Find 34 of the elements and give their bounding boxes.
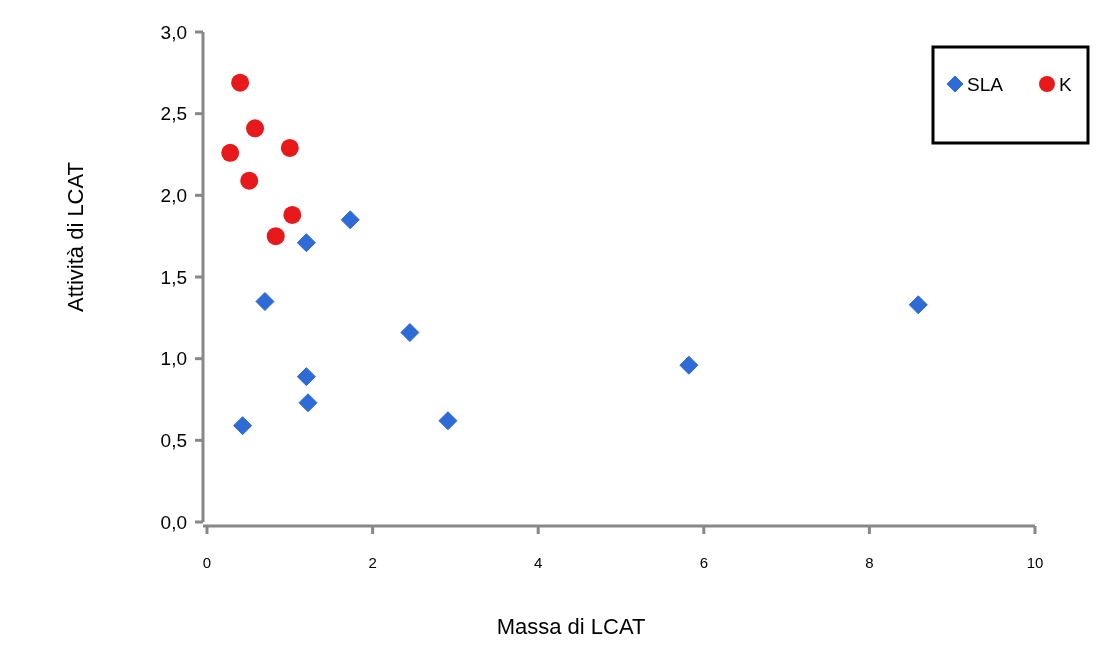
y-tick-label: 2,0 <box>160 184 187 206</box>
y-axis-title: Attività di LCAT <box>63 162 88 312</box>
x-tick-label: 4 <box>534 554 543 571</box>
y-tick-label: 0,5 <box>160 429 187 451</box>
x-tick-label: 10 <box>1026 554 1044 571</box>
y-tick-label: 1,5 <box>160 266 187 288</box>
point <box>296 367 316 387</box>
point <box>340 210 360 230</box>
point <box>221 143 240 162</box>
point <box>298 393 318 413</box>
legend-label: K <box>1059 73 1072 95</box>
point <box>246 119 265 138</box>
point <box>908 295 928 315</box>
x-tick-label: 6 <box>699 554 708 571</box>
legend-label: SLA <box>967 73 1004 95</box>
point <box>233 416 253 436</box>
point <box>266 227 285 246</box>
y-tick-label: 1,0 <box>160 348 187 370</box>
point <box>283 205 302 224</box>
x-tick-label: 0 <box>202 554 212 571</box>
point <box>231 73 250 92</box>
x-tick-label: 8 <box>865 554 874 571</box>
point <box>438 411 458 431</box>
point <box>296 233 316 253</box>
y-tick-label: 2,5 <box>160 103 187 125</box>
point <box>679 355 699 375</box>
y-tick-label: 0,0 <box>160 511 187 533</box>
point <box>240 171 259 190</box>
point <box>255 292 275 311</box>
x-tick-label: 2 <box>368 554 377 571</box>
x-axis-title: Massa di LCAT <box>496 614 646 639</box>
point <box>280 138 299 157</box>
point <box>400 323 420 343</box>
y-tick-label: 3,0 <box>160 21 187 43</box>
